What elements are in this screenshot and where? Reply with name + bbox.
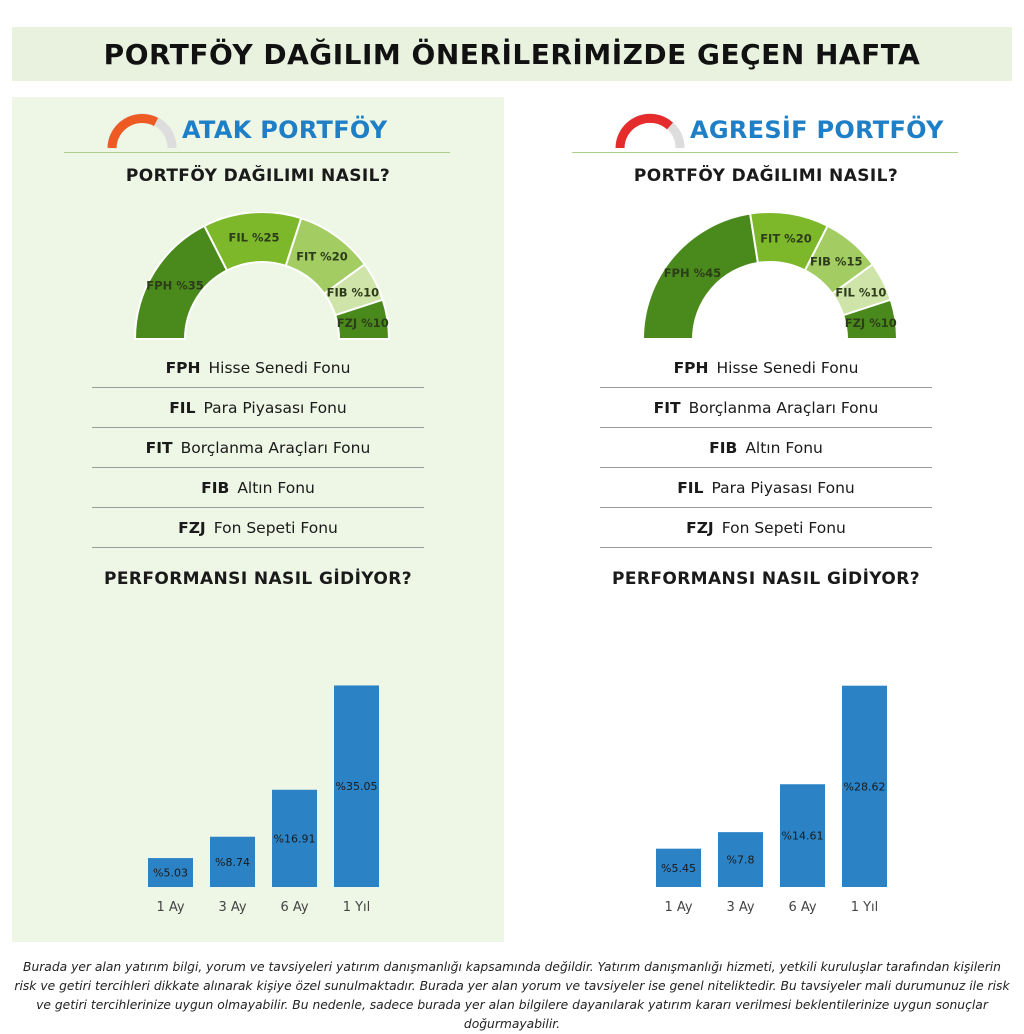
bar-value-label: %5.03 [153, 867, 188, 880]
fund-code: FPH [673, 359, 709, 377]
allocation-donut: FPH %45 FIT %20 FIB %15 FIL %10 FZJ %10 [641, 212, 899, 340]
fund-code: FIL [677, 479, 704, 497]
bar [718, 832, 763, 887]
slice-label: FPH %45 [664, 266, 721, 280]
fund-label: Para Piyasası Fonu [203, 399, 347, 417]
fund-label: Altın Fonu [237, 479, 315, 497]
bar-value-label: %16.91 [274, 832, 316, 845]
x-tick-label: 6 Ay [788, 900, 816, 915]
bar [148, 858, 193, 887]
gauge-icon [107, 113, 177, 149]
performance-title: PERFORMANSI NASIL GİDİYOR? [611, 569, 921, 589]
distribution-title: PORTFÖY DAĞILIMI NASIL? [125, 166, 391, 186]
x-tick-label: 1 Ay [664, 900, 692, 915]
panel-header: ATAK PORTFÖY [64, 110, 450, 153]
fund-code: FIB [709, 439, 738, 457]
legend-item: FIL Para Piyasası Fonu [92, 389, 424, 428]
bar-value-label: %35.05 [336, 780, 378, 793]
legend-item: FZJ Fon Sepeti Fonu [600, 509, 932, 548]
donut-slice [641, 212, 760, 340]
slice-label: FIT %20 [760, 231, 812, 245]
bar-value-label: %14.61 [782, 830, 824, 843]
fund-code: FZJ [686, 519, 714, 537]
fund-label: Hisse Senedi Fonu [716, 359, 859, 377]
fund-label: Hisse Senedi Fonu [208, 359, 351, 377]
slice-label: FIT %20 [296, 249, 348, 263]
legend-item: FPH Hisse Senedi Fonu [92, 349, 424, 388]
x-tick-label: 1 Ay [156, 900, 184, 915]
fund-code: FIB [201, 479, 230, 497]
x-tick-label: 3 Ay [726, 900, 754, 915]
bar-value-label: %5.45 [661, 862, 696, 875]
disclaimer: Burada yer alan yatırım bilgi, yorum ve … [14, 960, 1010, 1031]
bar [334, 685, 379, 887]
distribution-title: PORTFÖY DAĞILIMI NASIL? [633, 166, 899, 186]
legend-item: FZJ Fon Sepeti Fonu [92, 509, 424, 548]
slice-label: FIL %10 [835, 286, 886, 300]
bar-value-label: %28.62 [844, 780, 886, 793]
bar [210, 836, 255, 887]
gauge-icon [615, 113, 685, 149]
legend-item: FIL Para Piyasası Fonu [600, 469, 932, 508]
donut-slice [333, 298, 391, 340]
panel-header: AGRESİF PORTFÖY [572, 110, 958, 153]
legend-item: FIB Altın Fonu [600, 429, 932, 468]
panel-title: ATAK PORTFÖY [182, 116, 388, 144]
x-tick-label: 6 Ay [280, 900, 308, 915]
legend-item: FPH Hisse Senedi Fonu [600, 349, 932, 388]
x-tick-label: 1 Yıl [343, 900, 371, 915]
performance-bar-chart: %5.03 1 Ay %8.74 3 Ay %16.91 6 Ay %35.05 1 Yıl [148, 685, 379, 915]
slice-label: FZJ %10 [845, 316, 897, 330]
fund-label: Para Piyasası Fonu [711, 479, 855, 497]
title-bar: PORTFÖY DAĞILIM ÖNERİLERİMİZDE GEÇEN HAF… [12, 27, 1012, 81]
fund-label: Altın Fonu [745, 439, 823, 457]
bar-value-label: %8.74 [215, 856, 250, 869]
page-title: PORTFÖY DAĞILIM ÖNERİLERİMİZDE GEÇEN HAF… [103, 37, 921, 71]
panel-title: AGRESİF PORTFÖY [690, 116, 944, 144]
fund-label: Borçlanma Araçları Fonu [180, 439, 371, 457]
performance-bar-chart: %5.45 1 Ay %7.8 3 Ay %14.61 6 Ay %28.62 1 Yıl [656, 685, 887, 915]
x-tick-label: 1 Yıl [851, 900, 879, 915]
performance-title: PERFORMANSI NASIL GİDİYOR? [103, 569, 413, 589]
bar [780, 784, 825, 887]
atak-portfoy-panel: ATAK PORTFÖY PORTFÖY DAĞILIMI NASIL? FPH… [12, 97, 504, 942]
allocation-donut: FPH %35 FIL %25 FIT %20 FIB %10 FZJ %10 [133, 212, 391, 340]
legend-item: FIT Borçlanma Araçları Fonu [600, 389, 932, 428]
slice-label: FIB %10 [327, 286, 379, 300]
slice-label: FZJ %10 [337, 316, 389, 330]
agresif-portfoy-panel: AGRESİF PORTFÖY PORTFÖY DAĞILIMI NASIL? … [520, 97, 1012, 942]
donut-slice [841, 298, 899, 340]
fund-label: Borçlanma Araçları Fonu [688, 399, 879, 417]
slice-label: FPH %35 [146, 279, 203, 293]
bar [656, 848, 701, 887]
fund-code: FZJ [178, 519, 206, 537]
bar-value-label: %7.8 [727, 854, 755, 867]
slice-label: FIL %25 [228, 230, 279, 244]
fund-legend: FPH Hisse Senedi Fonu FIL Para Piyasası Fo… [92, 349, 424, 548]
legend-item: FIB Altın Fonu [92, 469, 424, 508]
fund-code: FPH [165, 359, 201, 377]
legend-item: FIT Borçlanma Araçları Fonu [92, 429, 424, 468]
slice-label: FIB %15 [810, 254, 862, 268]
fund-legend: FPH Hisse Senedi Fonu FIT Borçlanma Araçla… [600, 349, 932, 548]
fund-code: FIT [145, 439, 173, 457]
bar [842, 685, 887, 887]
fund-code: FIT [653, 399, 681, 417]
bar [272, 789, 317, 887]
fund-code: FIL [169, 399, 196, 417]
x-tick-label: 3 Ay [218, 900, 246, 915]
fund-label: Fon Sepeti Fonu [721, 519, 846, 537]
fund-label: Fon Sepeti Fonu [213, 519, 338, 537]
